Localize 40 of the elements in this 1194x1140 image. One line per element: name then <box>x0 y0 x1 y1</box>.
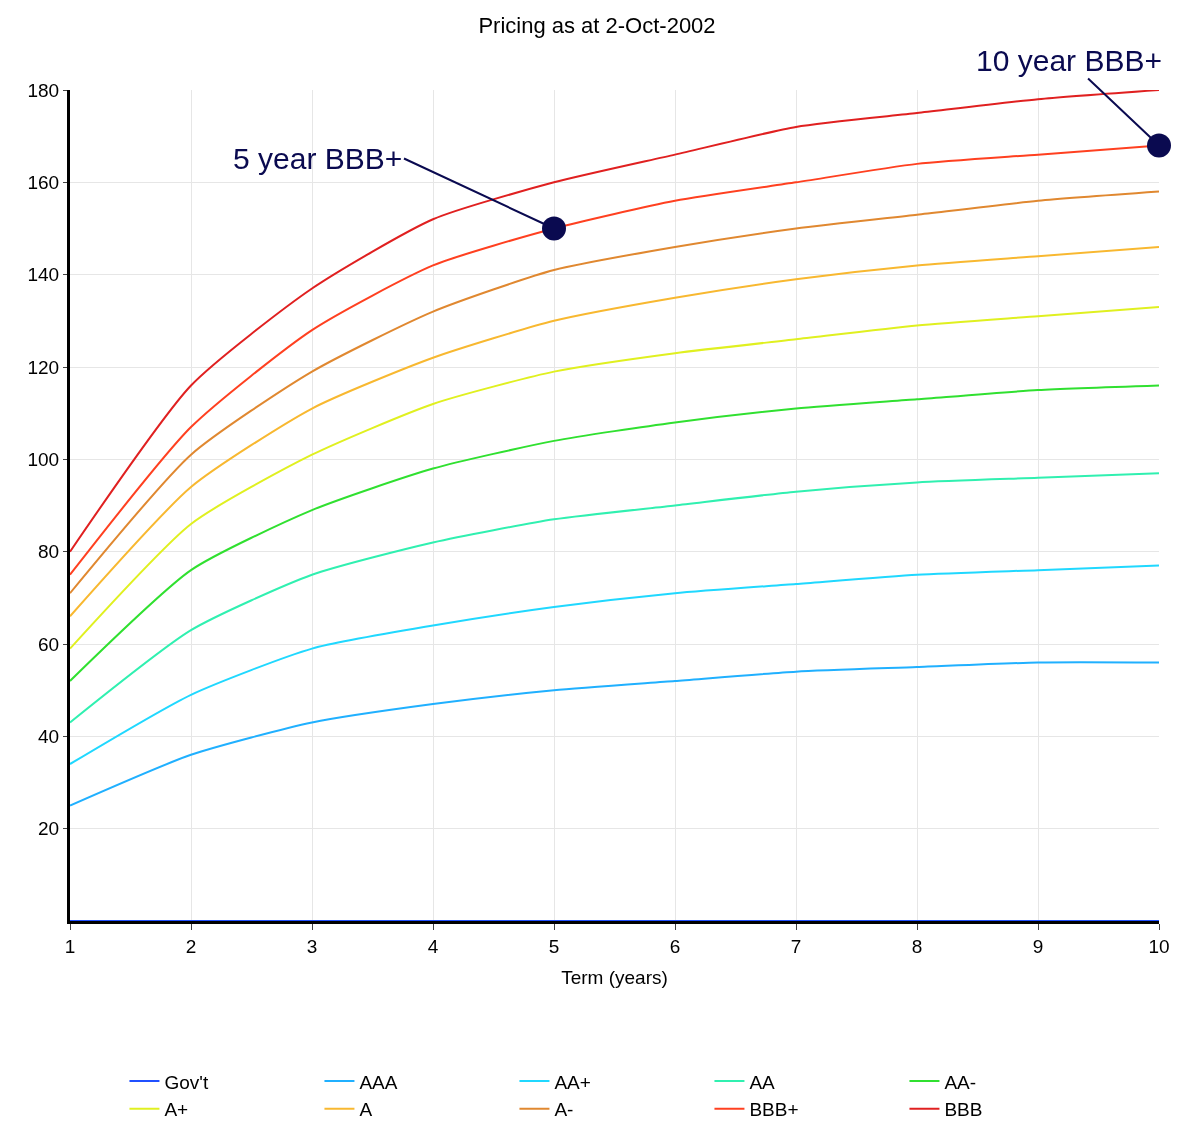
x-axis-title: Term (years) <box>561 966 668 988</box>
y-tick-label: 20 <box>38 818 60 840</box>
line-series <box>70 564 1159 766</box>
y-tick-label: 160 <box>27 171 60 193</box>
x-tick-label: 4 <box>427 935 439 957</box>
x-tick-label: 2 <box>185 935 197 957</box>
line-series <box>70 190 1159 595</box>
legend-label: A- <box>554 1099 574 1121</box>
x-tick-label: 8 <box>911 935 923 957</box>
line-series <box>70 305 1159 650</box>
legend-label: AA- <box>944 1071 977 1093</box>
x-tick-label: 3 <box>306 935 318 957</box>
legend-label: AA+ <box>554 1071 591 1093</box>
y-tick-label: 60 <box>38 633 60 655</box>
x-tick-label: 7 <box>790 935 802 957</box>
y-tick-label: 40 <box>38 725 60 747</box>
line-series <box>70 384 1159 682</box>
x-tick-label: 9 <box>1032 935 1044 957</box>
line-series <box>70 661 1159 807</box>
legend-label: BBB+ <box>749 1099 799 1121</box>
line-series <box>70 245 1159 618</box>
legend-label: A+ <box>164 1099 189 1121</box>
y-tick-label: 80 <box>38 541 60 563</box>
legend-label: A <box>359 1099 373 1121</box>
legend-label: Gov't <box>164 1071 209 1093</box>
chart-title: Pricing as at 2-Oct-2002 <box>478 12 716 38</box>
x-tick-label: 5 <box>548 935 560 957</box>
line-series <box>70 472 1159 724</box>
x-tick-label: 6 <box>669 935 681 957</box>
legend-label: AAA <box>359 1071 398 1093</box>
annotation: 10 year BBB+ <box>976 44 1162 77</box>
annotation: 5 year BBB+ <box>233 142 403 175</box>
y-tick-label: 140 <box>27 264 60 286</box>
y-tick-label: 120 <box>27 356 60 378</box>
x-tick-label: 10 <box>1148 935 1170 957</box>
y-tick-label: 100 <box>27 448 60 470</box>
y-tick-label: 180 <box>27 79 60 101</box>
legend-label: AA <box>749 1071 776 1093</box>
legend-label: BBB <box>944 1099 983 1121</box>
x-tick-label: 1 <box>64 935 76 957</box>
